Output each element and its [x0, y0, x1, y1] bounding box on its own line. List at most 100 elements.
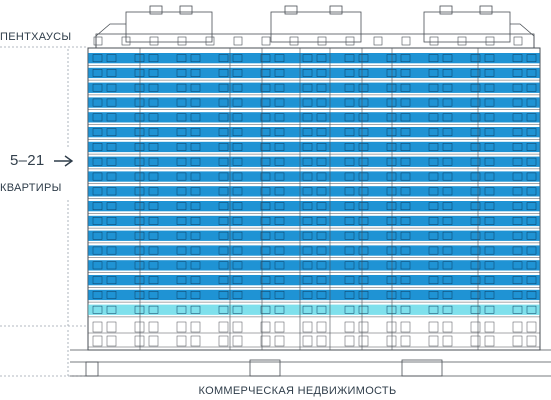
window: [358, 217, 369, 225]
window: [302, 157, 313, 166]
window: [512, 98, 523, 107]
window: [428, 231, 439, 240]
arrow-right-icon: [54, 155, 74, 167]
window: [148, 276, 159, 285]
penthouse-window: [205, 36, 215, 46]
apartment-floor-band: [88, 156, 540, 167]
window: [428, 98, 439, 107]
window: [190, 113, 201, 122]
window: [106, 187, 117, 196]
window: [358, 261, 369, 270]
window: [512, 217, 523, 225]
window: [190, 69, 201, 77]
window: [386, 231, 397, 240]
window: [512, 305, 523, 314]
window: [92, 305, 103, 314]
window: [274, 172, 285, 181]
apartment-floor-band: [88, 201, 540, 212]
window: [260, 321, 271, 333]
window: [92, 246, 103, 255]
penthouse-window: [233, 36, 243, 46]
window: [484, 172, 495, 181]
commercial-property-label: КОММЕРЧЕСКАЯ НЕДВИЖИМОСТЬ: [198, 385, 397, 397]
window: [260, 305, 271, 314]
window: [344, 128, 355, 137]
window: [148, 172, 159, 181]
window: [134, 321, 145, 333]
window: [484, 157, 495, 166]
window: [274, 113, 285, 122]
window: [302, 305, 313, 314]
window: [176, 335, 187, 347]
window: [232, 276, 243, 285]
window: [526, 261, 537, 270]
window: [386, 143, 397, 151]
window: [106, 69, 117, 77]
window: [512, 113, 523, 122]
window: [316, 69, 327, 77]
window: [386, 172, 397, 181]
window: [442, 69, 453, 77]
window: [218, 276, 229, 285]
apartment-floor-band: [88, 289, 540, 301]
apartment-windows: [92, 54, 537, 314]
window: [358, 98, 369, 107]
window: [176, 172, 187, 181]
penthouse-window: [317, 36, 327, 46]
window: [218, 305, 229, 314]
commercial-level-windows: [87, 48, 541, 350]
window: [106, 321, 117, 333]
window: [358, 172, 369, 181]
window: [442, 143, 453, 151]
window: [442, 291, 453, 299]
window: [484, 187, 495, 196]
window: [218, 54, 229, 63]
window: [442, 321, 453, 333]
window: [400, 128, 411, 137]
window: [134, 261, 145, 270]
window: [386, 261, 397, 270]
window: [302, 335, 313, 347]
window: [106, 291, 117, 299]
window: [302, 231, 313, 240]
window: [526, 217, 537, 225]
window: [134, 69, 145, 77]
window: [274, 202, 285, 211]
window: [344, 261, 355, 270]
window: [176, 98, 187, 107]
window: [526, 276, 537, 285]
window: [148, 69, 159, 77]
window: [148, 217, 159, 225]
window: [442, 187, 453, 196]
window: [92, 143, 103, 151]
window: [470, 143, 481, 151]
window: [442, 276, 453, 285]
window: [442, 261, 453, 270]
window: [148, 143, 159, 151]
window: [232, 261, 243, 270]
window: [92, 202, 103, 211]
window: [92, 217, 103, 225]
window: [526, 113, 537, 122]
window: [428, 143, 439, 151]
window: [344, 305, 355, 314]
window: [526, 187, 537, 196]
window: [316, 128, 327, 137]
window: [400, 172, 411, 181]
window: [428, 54, 439, 63]
window: [386, 291, 397, 299]
window: [190, 217, 201, 225]
window: [190, 291, 201, 299]
window: [274, 291, 285, 299]
window: [484, 305, 495, 314]
window: [442, 172, 453, 181]
window: [260, 231, 271, 240]
window: [148, 128, 159, 137]
window: [274, 217, 285, 225]
window: [358, 321, 369, 333]
window: [148, 202, 159, 211]
window: [218, 69, 229, 77]
window: [92, 335, 103, 347]
window: [512, 202, 523, 211]
window: [484, 128, 495, 137]
